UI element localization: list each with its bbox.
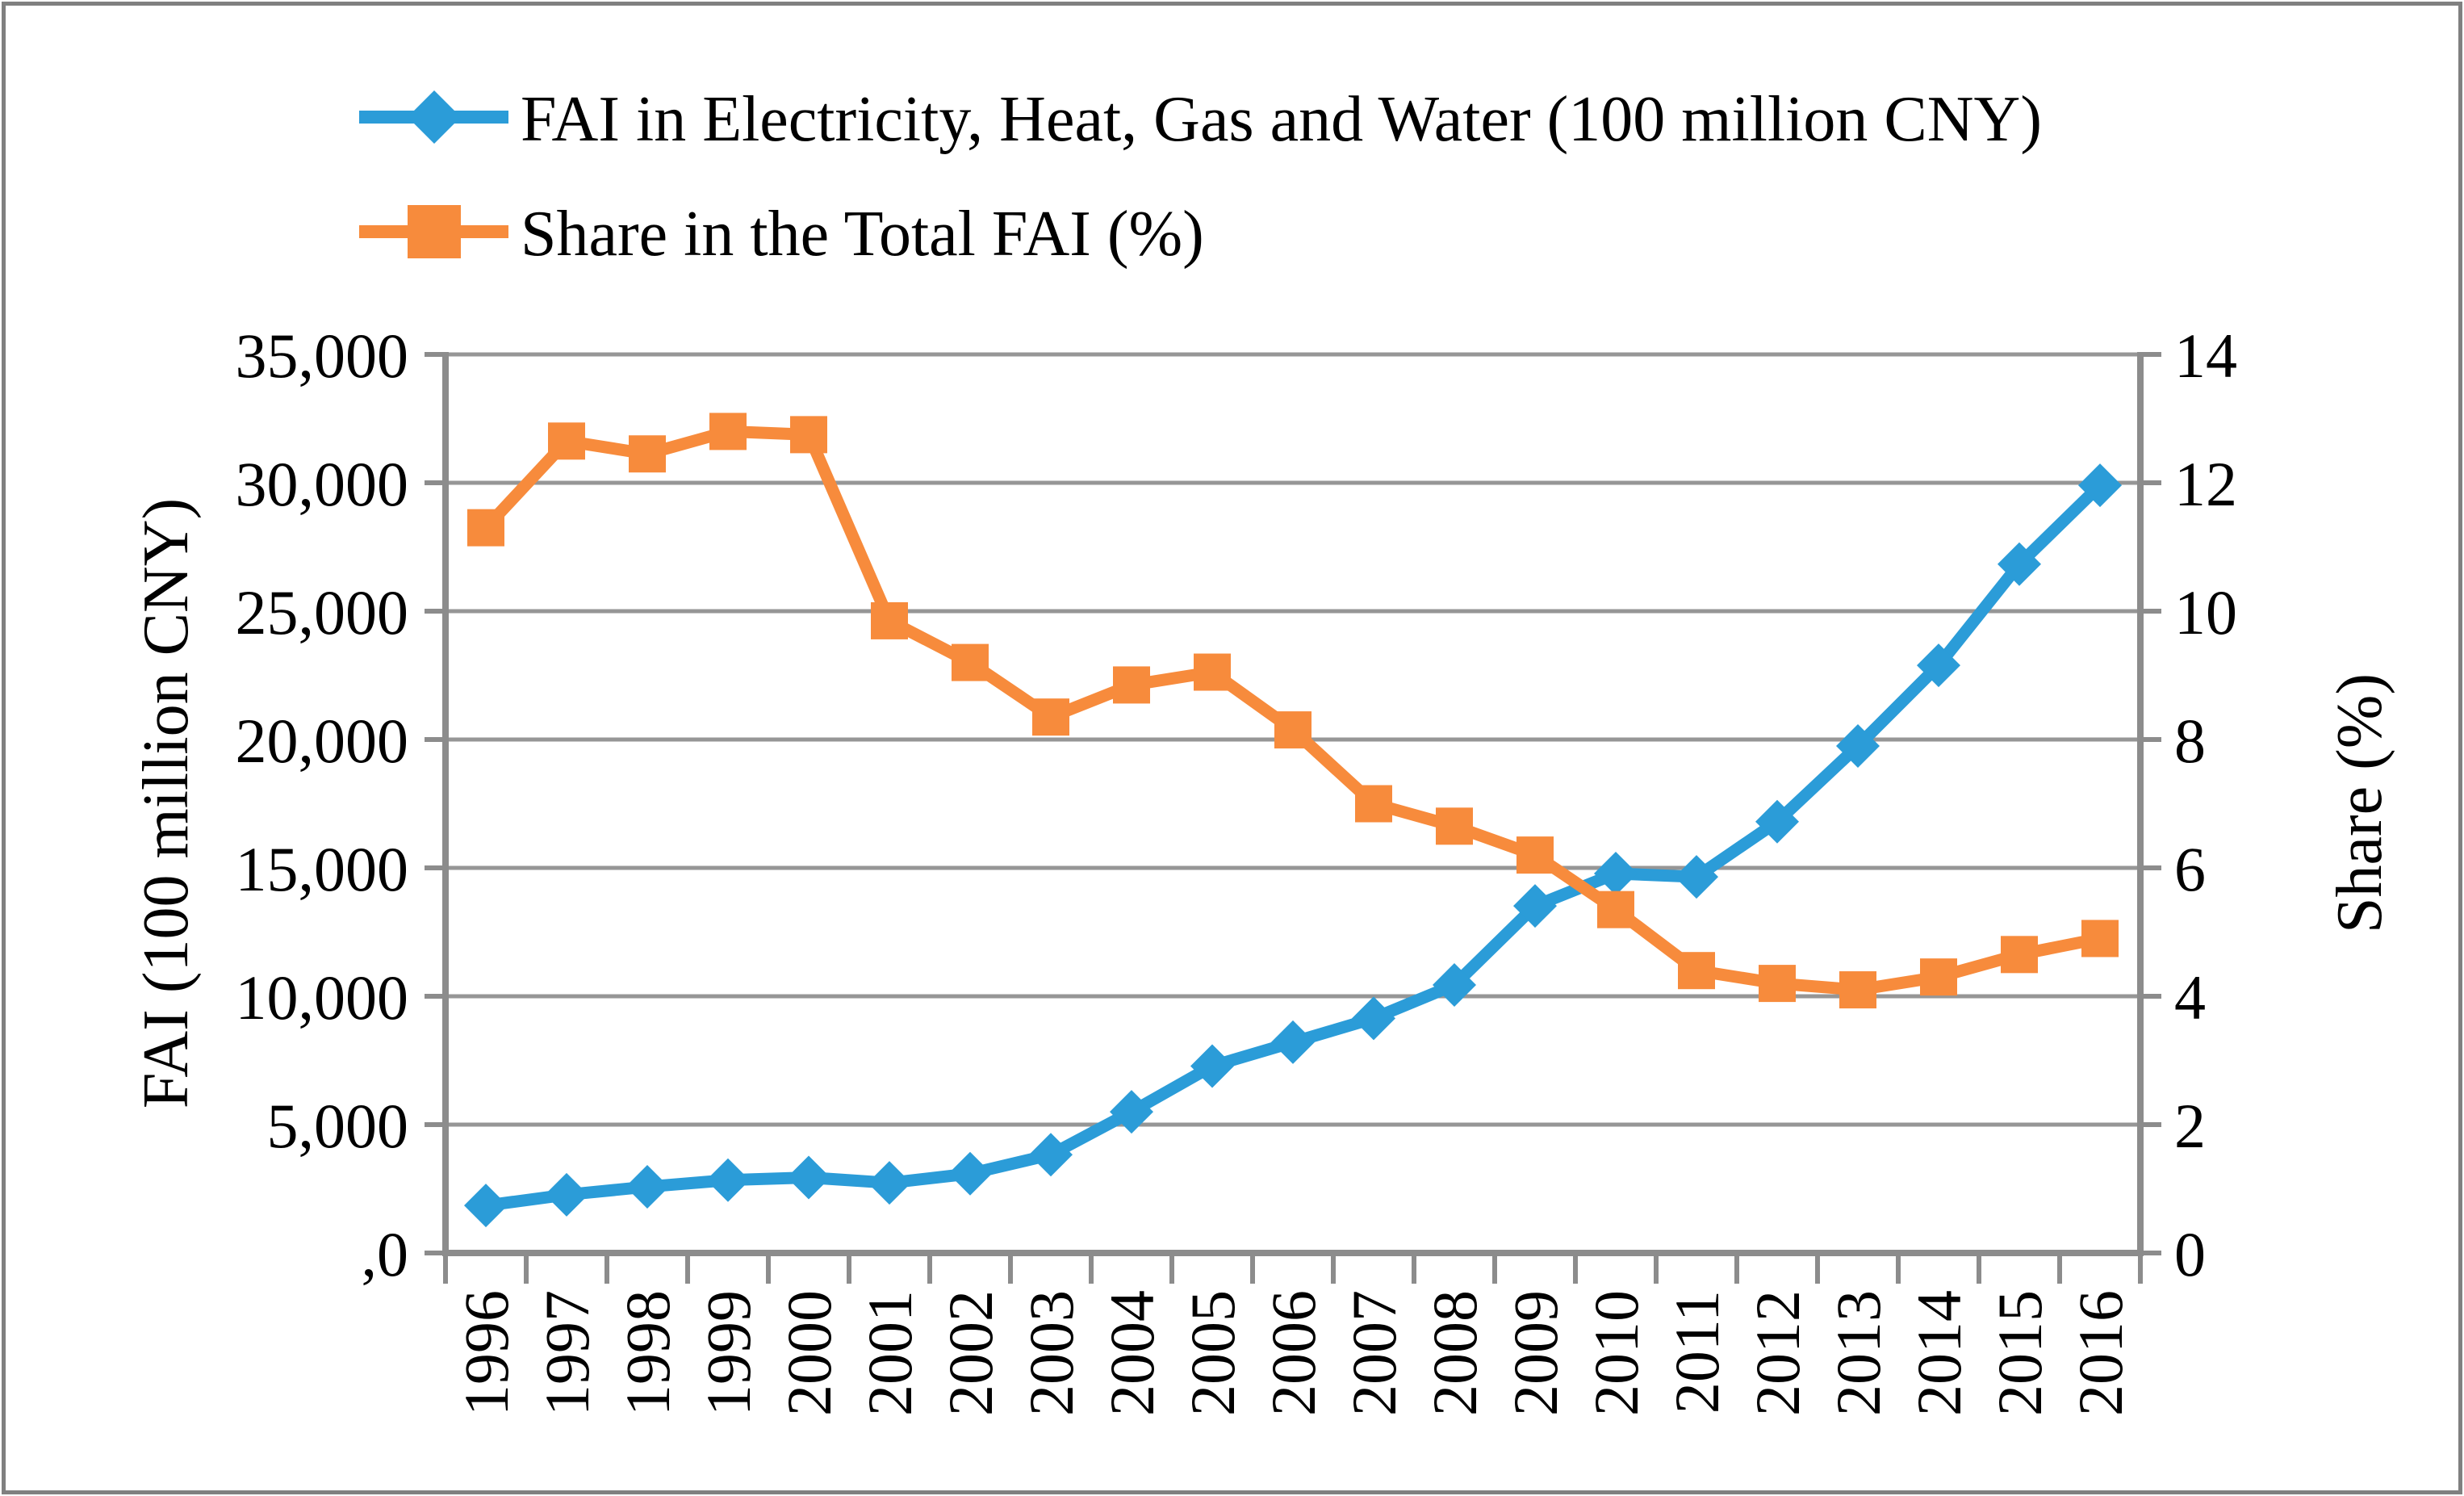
axis-tick-marks — [425, 352, 2161, 1284]
data-point-square — [1516, 836, 1554, 874]
year-label: 2006 — [1258, 1290, 1328, 1416]
right-tick-label: 0 — [2174, 1219, 2206, 1289]
data-point-square — [1274, 711, 1311, 749]
year-label: 2002 — [935, 1290, 1006, 1416]
legend-label-share: Share in the Total FAI (%) — [521, 199, 1204, 270]
year-label: 2007 — [1339, 1290, 1409, 1416]
data-series — [464, 413, 2122, 1228]
year-label: 2005 — [1178, 1290, 1248, 1416]
data-point-square — [1032, 698, 1069, 736]
data-point-square — [1759, 965, 1796, 1003]
data-point-square — [1678, 952, 1715, 990]
data-point-diamond — [1594, 851, 1638, 895]
data-point-square — [1839, 971, 1876, 1009]
data-point-square — [1436, 807, 1473, 845]
axis-lines — [442, 352, 2144, 1256]
data-point-square — [629, 435, 666, 473]
year-label: 2013 — [1823, 1290, 1893, 1416]
right-axis-tick-labels: 14 12 10 8 6 4 2 0 — [2174, 321, 2237, 1289]
data-point-square — [2001, 936, 2038, 974]
data-point-square — [548, 422, 585, 460]
year-label: 1996 — [451, 1290, 521, 1416]
left-tick-label: 15,000 — [236, 834, 409, 904]
left-tick-label: 5,000 — [267, 1091, 409, 1161]
data-point-square — [467, 509, 504, 547]
data-point-diamond — [1433, 963, 1476, 1008]
data-point-diamond — [1190, 1044, 1234, 1088]
right-tick-label: 8 — [2174, 706, 2206, 776]
legend-item-share: Share in the Total FAI (%) — [359, 199, 1204, 270]
legend: FAI in Electricity, Heat, Gas and Water … — [359, 84, 2042, 270]
right-tick-label: 4 — [2174, 962, 2206, 1033]
left-tick-label: 35,000 — [236, 321, 409, 391]
right-tick-label: 2 — [2174, 1091, 2206, 1161]
data-point-diamond — [1513, 884, 1557, 928]
year-label: 2008 — [1420, 1290, 1490, 1416]
data-point-square — [871, 601, 908, 639]
data-point-square — [1355, 785, 1392, 823]
data-point-diamond — [1917, 643, 1960, 688]
year-label: 2010 — [1581, 1290, 1651, 1416]
data-point-square — [1194, 653, 1231, 691]
year-label: 2004 — [1097, 1290, 1167, 1416]
data-point-square — [709, 413, 747, 450]
left-tick-label: ,0 — [362, 1219, 409, 1289]
right-tick-label: 12 — [2174, 449, 2237, 519]
year-label: 2014 — [1904, 1290, 1974, 1416]
data-point-square — [790, 416, 827, 454]
data-point-diamond — [1755, 799, 1799, 844]
series-line — [479, 479, 2106, 1212]
series-line — [479, 425, 2106, 996]
data-point-square — [1920, 958, 1957, 996]
data-point-diamond — [1675, 855, 1718, 899]
left-tick-label: 20,000 — [236, 706, 409, 776]
right-tick-label: 6 — [2174, 834, 2206, 904]
year-label: 2016 — [2065, 1290, 2136, 1416]
data-point-diamond — [1352, 996, 1395, 1041]
year-label: 1999 — [693, 1290, 763, 1416]
data-point-diamond — [706, 1158, 750, 1202]
series-diamond — [464, 463, 2122, 1228]
left-tick-label: 10,000 — [236, 962, 409, 1033]
data-point-diamond — [2078, 463, 2122, 508]
year-label: 2015 — [1985, 1290, 2055, 1416]
left-axis-tick-labels: 35,000 30,000 25,000 20,000 15,000 10,000 5,00… — [236, 321, 409, 1289]
data-point-diamond — [787, 1155, 830, 1200]
data-point-square — [2081, 920, 2119, 958]
data-point-diamond — [1271, 1020, 1315, 1064]
right-axis-title: Share (%) — [2324, 673, 2395, 933]
year-label: 2000 — [774, 1290, 844, 1416]
data-point-square — [1113, 666, 1150, 704]
year-label: 2003 — [1016, 1290, 1086, 1416]
data-point-diamond — [1836, 723, 1880, 768]
data-point-diamond — [464, 1184, 508, 1228]
legend-label-fai: FAI in Electricity, Heat, Gas and Water … — [521, 84, 2042, 155]
right-tick-label: 14 — [2174, 321, 2237, 391]
x-axis-year-labels: 1996 1997 1998 1999 2000 2001 2002 2003 2004 2005… — [451, 1290, 2136, 1416]
year-label: 2012 — [1742, 1290, 1813, 1416]
year-label: 2009 — [1500, 1290, 1571, 1416]
left-axis-title: FAI (100 million CNY) — [131, 498, 202, 1108]
data-point-square — [952, 643, 989, 681]
year-label: 2001 — [855, 1290, 925, 1416]
series-square — [467, 413, 2119, 1009]
year-label: 1997 — [532, 1290, 602, 1416]
data-point-diamond — [545, 1172, 588, 1217]
left-tick-label: 30,000 — [236, 449, 409, 519]
data-point-diamond — [625, 1164, 669, 1209]
data-point-diamond — [948, 1151, 992, 1196]
year-label: 2011 — [1662, 1290, 1732, 1414]
data-point-square — [1597, 890, 1634, 928]
right-tick-label: 10 — [2174, 577, 2237, 647]
legend-diamond-marker-icon — [408, 90, 461, 144]
year-label: 1998 — [613, 1290, 683, 1416]
legend-square-marker-icon — [408, 205, 461, 258]
left-tick-label: 25,000 — [236, 577, 409, 647]
legend-item-fai: FAI in Electricity, Heat, Gas and Water … — [359, 84, 2042, 155]
data-point-diamond — [868, 1161, 911, 1205]
data-point-diamond — [1110, 1090, 1153, 1134]
data-point-diamond — [1998, 542, 2041, 586]
data-point-diamond — [1029, 1133, 1073, 1177]
